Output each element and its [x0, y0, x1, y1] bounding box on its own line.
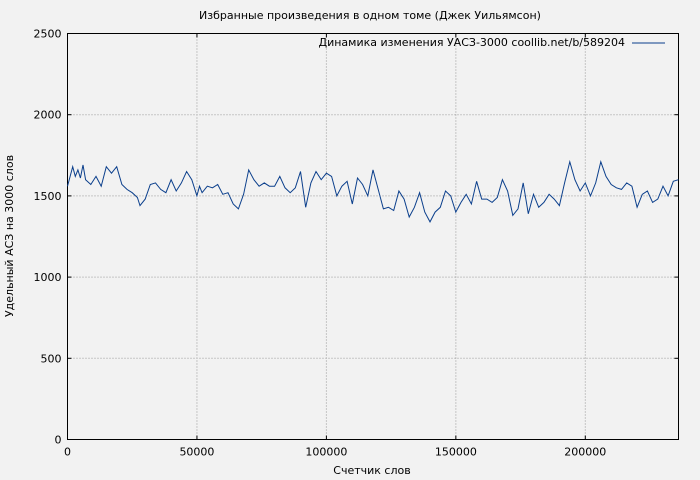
x-axis-label: Счетчик слов: [333, 464, 410, 477]
x-axis: 0 50000 100000 150000 200000: [64, 33, 606, 459]
x-tick-label: 150000: [435, 446, 477, 459]
chart-title: Избранные произведения в одном томе (Дже…: [199, 9, 541, 22]
y-tick-label: 1000: [34, 271, 62, 284]
y-tick-label: 2500: [34, 28, 62, 41]
plot-area: [67, 33, 679, 440]
y-tick-label: 500: [41, 352, 62, 365]
y-axis: 0 500 1000 1500 2000 2500: [34, 28, 679, 447]
y-axis-label: Удельный АСЗ на 3000 слов: [3, 155, 16, 317]
plot-frame: [67, 33, 679, 440]
y-tick-label: 0: [55, 434, 62, 447]
legend-label: Динамика изменения УАСЗ-3000 coollib.net…: [319, 36, 626, 49]
series-line: [67, 159, 679, 223]
x-tick-label: 100000: [305, 446, 347, 459]
x-tick-label: 0: [64, 446, 71, 459]
y-tick-label: 2000: [34, 109, 62, 122]
y-tick-label: 1500: [34, 190, 62, 203]
series-layer: [67, 159, 679, 223]
legend: Динамика изменения УАСЗ-3000 coollib.net…: [319, 36, 665, 49]
x-tick-label: 200000: [564, 446, 606, 459]
x-tick-label: 50000: [179, 446, 214, 459]
